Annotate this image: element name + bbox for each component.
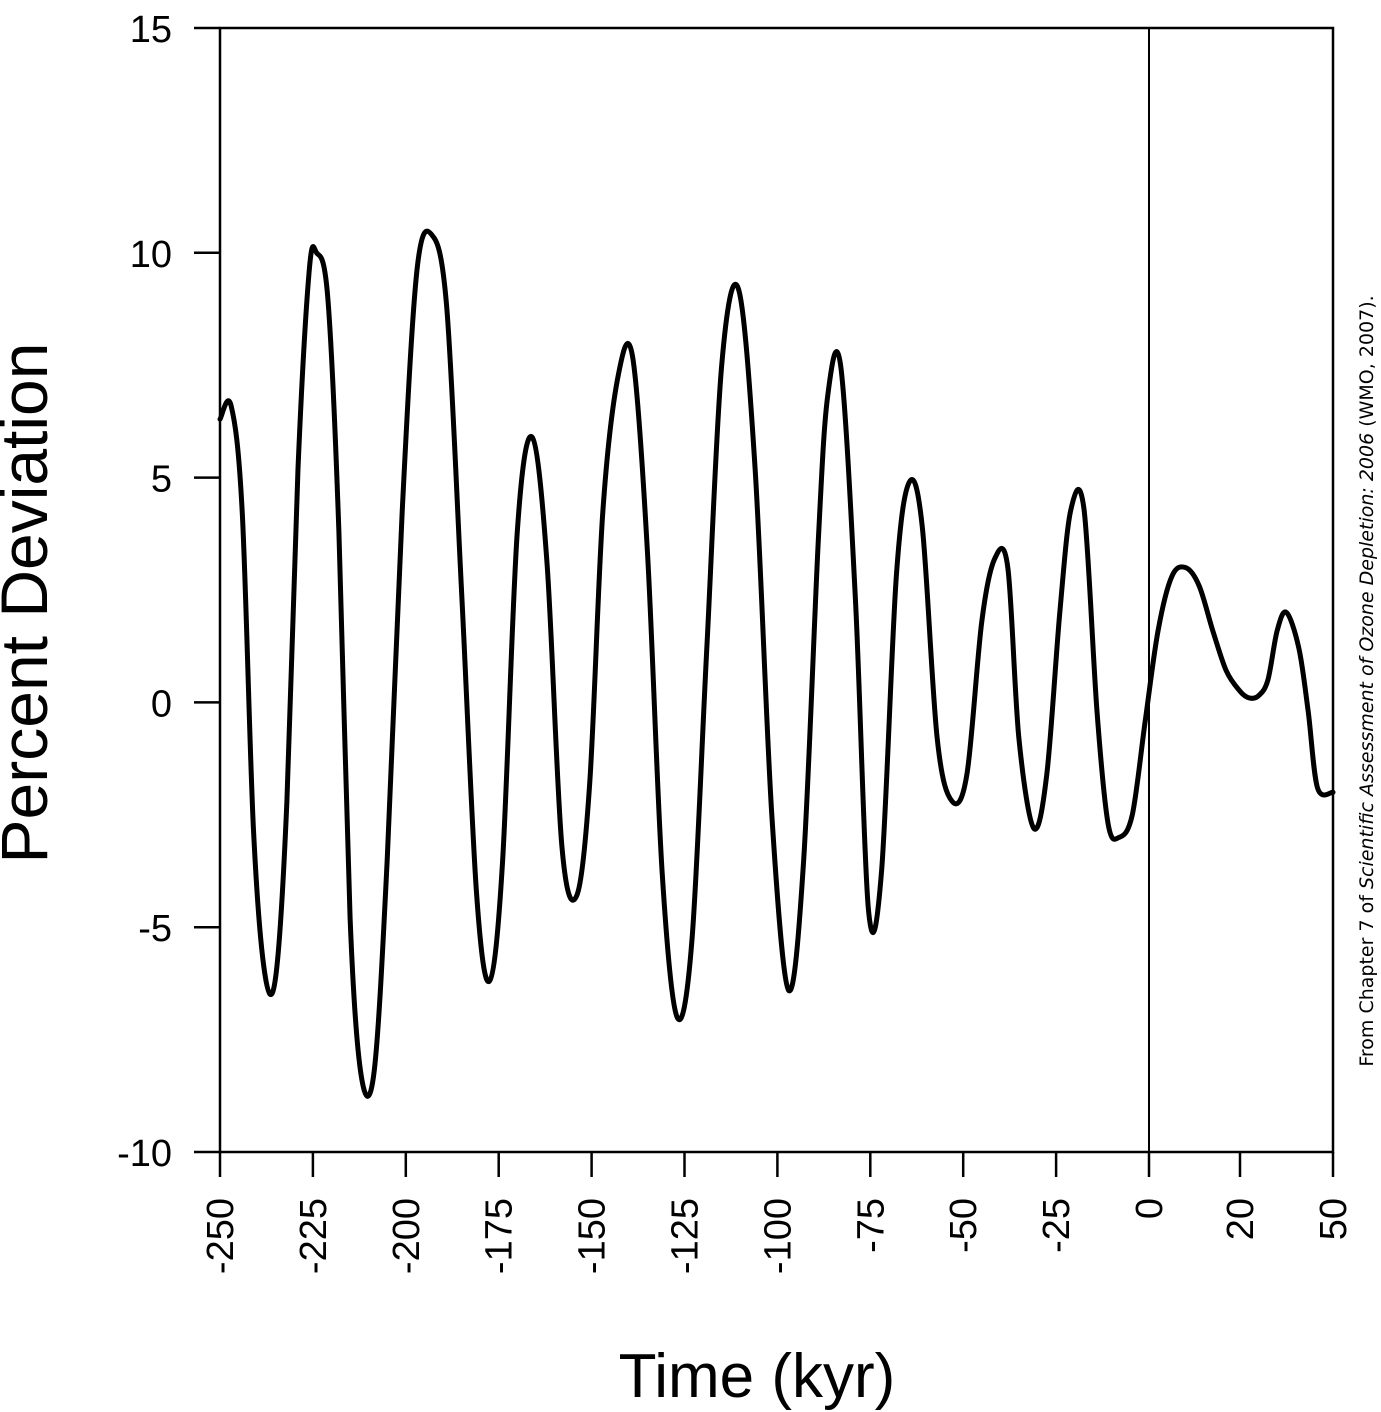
x-tick-label: -75 [850,1198,892,1253]
x-tick-label: -100 [757,1198,799,1274]
x-tick-label: 0 [1129,1198,1171,1219]
credit-prefix: From Chapter 7 of [1356,889,1378,1067]
y-tick-label: -5 [138,908,172,950]
credit-suffix: (WMO, 2007). [1356,295,1378,432]
y-tick-label: 10 [130,234,172,276]
x-tick-label: -200 [386,1198,428,1274]
x-tick-label: -250 [200,1198,242,1274]
y-axis: 15 10 5 0 -5 -10 [117,9,220,1175]
x-tick-label: 20 [1220,1198,1262,1240]
y-axis-title: Percent Deviation [0,343,61,864]
source-credit: From Chapter 7 of Scientific Assessment … [1356,295,1378,1066]
x-tick-label: -50 [943,1198,985,1253]
x-tick-label: -225 [293,1198,335,1274]
y-tick-label: 15 [130,9,172,51]
series-line [217,228,1336,1099]
x-tick-label: -150 [572,1198,614,1274]
x-tick-label: 50 [1313,1198,1355,1240]
x-tick-label: -25 [1036,1198,1078,1253]
x-axis-title: Time (kyr) [619,1342,896,1411]
x-tick-label: -125 [665,1198,707,1274]
x-tick-label: -175 [479,1198,521,1274]
credit-title: Scientific Assessment of Ozone Depletion… [1356,433,1378,889]
y-tick-label: -10 [117,1133,172,1175]
x-axis: -250 -225 -200 -175 -150 -125 -100 -75 -50 -25 0 20… [200,1152,1355,1274]
y-tick-label: 0 [151,683,172,725]
y-tick-label: 5 [151,459,172,501]
